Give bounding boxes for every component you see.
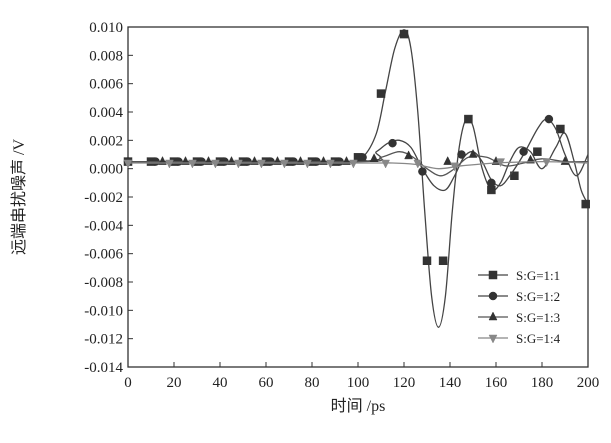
data-point	[450, 162, 460, 172]
data-point	[187, 159, 197, 169]
series-4	[123, 158, 589, 172]
x-tick-label: 120	[393, 375, 416, 391]
y-tick-label: 0.006	[89, 77, 123, 93]
legend-swatch-marker	[488, 291, 498, 301]
data-point	[404, 150, 414, 160]
legend-label: S:G=1:4	[516, 331, 561, 346]
data-point	[468, 148, 478, 158]
data-point	[376, 89, 386, 98]
legend-item: S:G=1:1	[478, 268, 560, 283]
data-point	[544, 114, 554, 124]
y-tick-label: 0.004	[89, 105, 123, 121]
data-point	[457, 150, 466, 159]
data-point	[302, 159, 312, 169]
x-tick-label: 40	[213, 375, 228, 391]
y-tick-label: -0.010	[84, 303, 123, 319]
data-point	[381, 159, 391, 169]
x-tick-label: 0	[124, 375, 132, 391]
data-point	[325, 159, 335, 169]
data-point	[210, 159, 220, 169]
series-line	[128, 160, 589, 170]
data-point	[256, 159, 266, 169]
y-tick-label: 0.002	[89, 133, 123, 149]
y-tick-label: -0.012	[84, 332, 123, 348]
x-tick-label: 20	[167, 375, 182, 391]
data-point	[581, 199, 590, 209]
x-tick-label: 200	[577, 375, 600, 391]
series-line	[127, 29, 589, 328]
y-tick-label: -0.006	[84, 247, 123, 263]
data-point	[422, 256, 432, 265]
data-point	[438, 256, 448, 265]
legend-item: S:G=1:4	[478, 331, 561, 346]
legend: S:G=1:1 S:G=1:2 S:G=1:3 S:G=1:4	[478, 268, 561, 346]
legend-item: S:G=1:3	[478, 310, 560, 325]
legend-swatch-marker	[488, 311, 498, 321]
y-tick-label: -0.014	[84, 360, 123, 376]
legend-label: S:G=1:3	[516, 310, 560, 325]
legend-label: S:G=1:1	[516, 268, 560, 283]
data-point	[233, 159, 243, 169]
y-tick-label: 0.010	[89, 20, 123, 36]
x-axis-title: 时间 /ps	[331, 397, 386, 415]
data-point	[542, 158, 552, 168]
y-tick-label: -0.004	[84, 218, 123, 234]
y-tick-label: 0.000	[89, 162, 123, 178]
data-point	[496, 158, 506, 168]
data-point	[369, 153, 379, 162]
data-point	[123, 159, 133, 169]
y-tick-label: -0.002	[84, 190, 123, 206]
x-tick-label: 60	[259, 375, 274, 391]
data-point	[487, 185, 496, 195]
x-tick-label: 140	[439, 375, 462, 391]
legend-swatch-marker	[488, 270, 498, 280]
legend-label: S:G=1:2	[516, 289, 560, 304]
legend-item: S:G=1:2	[478, 289, 560, 304]
data-point	[519, 147, 528, 156]
data-point	[418, 167, 427, 176]
data-point	[358, 153, 367, 162]
data-point	[464, 114, 473, 124]
data-point	[443, 156, 453, 165]
data-point	[164, 159, 174, 169]
x-tick-label: 160	[485, 375, 508, 391]
data-point	[388, 138, 397, 148]
y-tick-label: 0.008	[89, 48, 123, 64]
data-point	[533, 147, 542, 156]
x-tick-label: 80	[305, 375, 320, 391]
data-point	[487, 178, 496, 188]
data-point	[413, 159, 423, 169]
data-point	[399, 29, 409, 39]
data-point	[348, 159, 358, 169]
x-tick-label: 180	[531, 375, 554, 391]
y-tick-label: -0.008	[84, 275, 123, 291]
data-point	[279, 159, 289, 169]
x-tick-label: 100	[347, 375, 370, 391]
legend-swatch-marker	[488, 334, 498, 344]
y-axis-title: 远端串扰噪声 /V	[10, 139, 28, 255]
